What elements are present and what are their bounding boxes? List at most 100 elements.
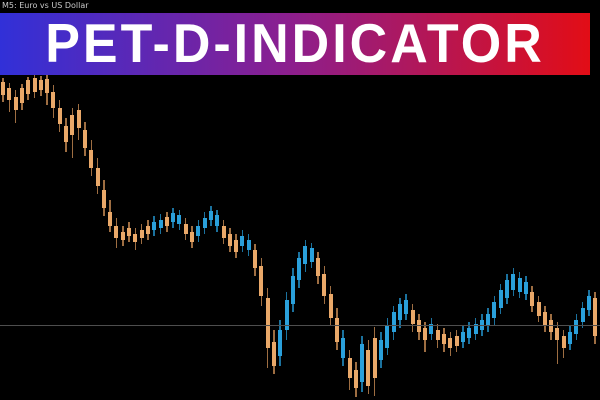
candle-body (442, 334, 446, 344)
candle-body (278, 330, 283, 356)
candle-body (265, 298, 270, 348)
candle-body (593, 298, 598, 336)
candle-body (221, 226, 226, 238)
candle-body (555, 328, 560, 340)
candle-body (353, 370, 358, 388)
candle-body (114, 226, 119, 238)
candle-body (580, 308, 585, 322)
candle-body (76, 110, 81, 128)
candle-body (7, 88, 12, 100)
candle-body (101, 190, 106, 208)
candle-body (246, 240, 251, 250)
candle-body (38, 80, 43, 90)
candle-body (1, 82, 5, 95)
candle-body (32, 78, 37, 92)
candle-body (139, 230, 144, 238)
candle-body (561, 336, 566, 348)
candle-body (505, 280, 509, 298)
candle-body (467, 328, 472, 338)
candle-body (271, 342, 276, 366)
candle-body (511, 274, 516, 290)
candle-body (164, 217, 169, 226)
candle-body (89, 150, 94, 168)
candle-body (416, 320, 421, 332)
candle-body (64, 126, 68, 142)
promo-banner: PET-D-INDICATOR (0, 13, 590, 75)
candle-body (95, 168, 100, 186)
candle-body (303, 246, 308, 264)
candle-body (530, 292, 535, 306)
candle-body (454, 336, 459, 346)
candle-body (177, 215, 182, 224)
candle-body (108, 212, 113, 226)
current-price-line (0, 325, 600, 326)
candle-body (120, 232, 125, 240)
candle-body (57, 108, 62, 124)
candle-body (26, 80, 31, 94)
candle-body (460, 332, 465, 342)
candle-body (158, 220, 163, 228)
candle-body (523, 282, 528, 294)
candle-body (379, 340, 383, 360)
candle-body (397, 304, 402, 320)
candle-body (13, 97, 18, 110)
candle-body (391, 312, 396, 332)
candle-body (51, 92, 56, 108)
candle-body (19, 88, 24, 103)
candle-body (190, 232, 194, 242)
candle-body (341, 338, 346, 358)
candle-body (297, 258, 302, 280)
candle-body (183, 224, 188, 234)
candle-body (435, 330, 440, 340)
candle-body (492, 302, 497, 318)
candle-body (240, 236, 245, 246)
candle-body (45, 79, 50, 93)
candle-body (486, 314, 491, 326)
candle-body (473, 324, 478, 334)
candle-body (542, 312, 547, 326)
candle-body (290, 276, 295, 304)
candle-body (284, 300, 289, 330)
candle-body (334, 318, 339, 342)
candle-body (498, 290, 503, 308)
candle-body (316, 258, 320, 276)
candle-body (448, 338, 453, 348)
candle-body (82, 130, 87, 148)
candle-body (70, 115, 75, 135)
candle-body (360, 344, 365, 382)
candle-body (410, 310, 415, 324)
candle-body (202, 218, 207, 228)
candle-body (133, 234, 138, 242)
candle-body (259, 266, 264, 296)
candle-body (234, 240, 239, 252)
candle-body (568, 332, 572, 344)
candle-body (171, 213, 176, 222)
candle-body (549, 320, 554, 332)
candle-body (404, 300, 409, 314)
candle-body (372, 338, 377, 378)
chart-symbol-title: M5: Euro vs US Dollar (2, 1, 89, 10)
candle-body (309, 248, 314, 262)
candle-body (536, 302, 541, 316)
candle-body (208, 211, 213, 220)
candle-body (322, 274, 327, 296)
candle-body (152, 222, 157, 230)
candle-body (347, 358, 352, 378)
candle-body (429, 324, 434, 334)
candle-body (328, 294, 333, 318)
candle-body (366, 350, 371, 386)
candle-wick (556, 322, 559, 364)
candle-body (196, 226, 201, 236)
candle-body (574, 320, 579, 334)
candle-body (517, 278, 522, 292)
candle-body (215, 215, 220, 226)
candle-body (586, 296, 591, 310)
candle-body (127, 228, 131, 236)
banner-title: PET-D-INDICATOR (45, 13, 545, 75)
candle-body (227, 234, 232, 246)
candle-body (145, 226, 150, 234)
candle-body (385, 325, 390, 348)
candle-body (253, 250, 257, 268)
